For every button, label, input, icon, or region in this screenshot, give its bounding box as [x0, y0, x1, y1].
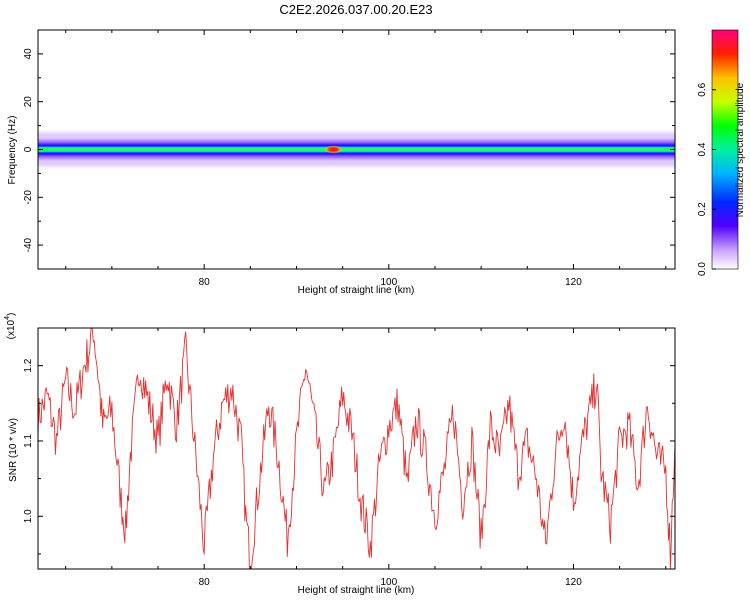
- colorbar-gradient: [712, 30, 738, 269]
- colorbar-tick-label: 0.6: [697, 82, 708, 96]
- spectrogram-y-axis: 40 20 0 -20 -40: [23, 29, 675, 270]
- snr-y-label: SNR (10 * v/v): [8, 418, 19, 482]
- colorbar-tick-label: 0.0: [697, 262, 708, 276]
- spectrogram-y-tick-label: 20: [23, 96, 34, 108]
- spectrogram-x-axis: 80 100 120: [65, 30, 667, 288]
- colorbar: 0.0 0.2 0.4 0.6 Normalized spectral amplitu…: [697, 29, 746, 276]
- spectrogram-y-tick-label: -40: [23, 237, 34, 252]
- spectrum-band-core: [38, 146, 675, 153]
- snr-series-line: [38, 328, 675, 569]
- snr-y-tick-label: 1.0: [23, 509, 34, 523]
- snr-x-tick-label: 120: [565, 577, 582, 588]
- snr-x-axis: 80 100 120: [65, 328, 667, 588]
- snr-y-tick-label: 1.2: [23, 358, 34, 372]
- spectrogram-x-tick-label: 100: [380, 277, 397, 288]
- snr-x-label: Height of straight line (km): [298, 585, 415, 596]
- spectrogram-x-tick-label: 120: [565, 277, 582, 288]
- page-title: C2E2.2026.037.00.20.E23: [279, 2, 433, 17]
- colorbar-tick-label: 0.2: [697, 202, 708, 216]
- spectrogram-y-label: Frequency (Hz): [7, 116, 18, 185]
- snr-x-tick-label: 80: [199, 577, 211, 588]
- spectrogram-panel: 80 100 120 40 20 0 -20 -40 Height of straight …: [7, 29, 676, 296]
- snr-frame: [37, 327, 676, 570]
- spectrogram-y-tick-label: 40: [23, 48, 34, 60]
- snr-panel: 80 100 120 1.2 1.1 1.0 Height of straight li…: [4, 313, 676, 596]
- spectrogram-x-tick-label: 80: [199, 277, 211, 288]
- spectrogram-y-tick-label: -20: [23, 190, 34, 205]
- svg-text:(x104): (x104): [4, 313, 17, 340]
- snr-x-tick-label: 100: [380, 577, 397, 588]
- spectrogram-x-label: Height of straight line (km): [298, 285, 415, 296]
- snr-scale-exponent: 4: [4, 316, 11, 320]
- snr-y-axis: 1.2 1.1 1.0: [23, 358, 675, 555]
- spectrogram-y-tick-label: 0: [23, 146, 34, 152]
- spectrum-hot-spot: [324, 145, 343, 154]
- colorbar-ticks: 0.0 0.2 0.4 0.6: [697, 82, 716, 276]
- spectrogram-band: [38, 127, 675, 172]
- snr-scale-prefix: (x10: [6, 319, 17, 339]
- colorbar-tick-label: 0.4: [697, 142, 708, 156]
- snr-scale-label: (x104): [4, 313, 17, 340]
- snr-y-tick-label: 1.1: [23, 434, 34, 448]
- colorbar-label: Normalized spectral amplitude: [735, 82, 746, 217]
